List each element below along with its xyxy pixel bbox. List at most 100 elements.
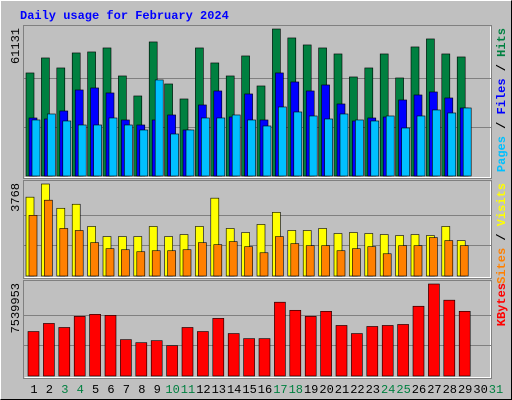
bar bbox=[401, 127, 410, 177]
panel-bevel bbox=[24, 181, 491, 278]
y-max-label: 3768 bbox=[9, 183, 23, 212]
x-tick-label: 9 bbox=[154, 383, 161, 397]
bar bbox=[139, 129, 149, 177]
bar bbox=[167, 250, 176, 277]
x-tick-label: 30 bbox=[473, 383, 487, 397]
x-tick-label: 25 bbox=[396, 383, 410, 397]
bar bbox=[213, 244, 223, 277]
bar bbox=[136, 251, 146, 277]
bar bbox=[428, 283, 440, 377]
x-tick-label: 21 bbox=[335, 383, 349, 397]
bar bbox=[432, 109, 441, 177]
x-tick-label: 17 bbox=[273, 383, 287, 397]
bar bbox=[398, 245, 407, 277]
bar bbox=[124, 124, 133, 177]
x-tick-label: 10 bbox=[165, 383, 179, 397]
y-max-label: 61131 bbox=[9, 28, 23, 64]
x-tick-label: 18 bbox=[289, 383, 303, 397]
chart-title: Daily usage for February 2024 bbox=[20, 9, 229, 23]
bar bbox=[89, 314, 101, 377]
bar bbox=[429, 237, 438, 277]
bar bbox=[335, 325, 348, 377]
x-tick-label: 14 bbox=[227, 383, 241, 397]
bar bbox=[413, 245, 423, 277]
bar bbox=[105, 248, 115, 277]
x-tick-label: 26 bbox=[412, 383, 426, 397]
bar bbox=[304, 316, 317, 377]
x-tick-label: 1 bbox=[30, 383, 37, 397]
bar bbox=[77, 124, 87, 177]
x-tick-label: 12 bbox=[196, 383, 210, 397]
bar bbox=[244, 246, 253, 277]
x-tick-label: 7 bbox=[123, 383, 130, 397]
bar bbox=[412, 305, 425, 377]
x-tick-label: 15 bbox=[242, 383, 256, 397]
bar bbox=[90, 242, 99, 277]
x-tick-label: 8 bbox=[138, 383, 145, 397]
x-tick-label: 31 bbox=[489, 383, 503, 397]
bar bbox=[59, 228, 69, 277]
x-tick-label: 28 bbox=[443, 383, 457, 397]
bar bbox=[289, 309, 302, 377]
bar bbox=[120, 339, 132, 377]
x-tick-label: 13 bbox=[212, 383, 226, 397]
bar bbox=[305, 245, 315, 277]
legend-entry: Pages bbox=[495, 136, 509, 172]
bar bbox=[352, 248, 361, 277]
legend-separator: / bbox=[495, 226, 509, 248]
panel-bevel bbox=[24, 26, 491, 178]
legend-entry: Visits bbox=[495, 183, 509, 226]
panel-bevel bbox=[24, 281, 491, 378]
bar bbox=[31, 119, 41, 177]
bar bbox=[444, 240, 454, 277]
bar bbox=[274, 301, 286, 377]
bar bbox=[182, 249, 192, 277]
bar bbox=[108, 117, 118, 177]
bar bbox=[397, 324, 409, 377]
bar bbox=[293, 111, 303, 177]
x-tick-label: 19 bbox=[304, 383, 318, 397]
bar bbox=[458, 310, 471, 377]
bar bbox=[93, 124, 102, 177]
bar bbox=[247, 119, 256, 177]
bar bbox=[227, 333, 240, 377]
x-tick-label: 27 bbox=[427, 383, 441, 397]
bar bbox=[27, 331, 40, 377]
x-tick-label: 20 bbox=[319, 383, 333, 397]
x-tick-label: 6 bbox=[107, 383, 114, 397]
legend-entry: Hits bbox=[495, 28, 509, 57]
bar bbox=[308, 115, 318, 177]
x-tick-label: 22 bbox=[350, 383, 364, 397]
legend-separator: / bbox=[495, 114, 509, 136]
bar bbox=[462, 107, 472, 177]
bar bbox=[262, 125, 272, 177]
y-max-label: 7539953 bbox=[9, 283, 23, 333]
x-tick-label: 3 bbox=[61, 383, 68, 397]
bar bbox=[447, 112, 457, 177]
x-tick-label: 23 bbox=[366, 383, 380, 397]
bar bbox=[275, 236, 284, 277]
bar bbox=[228, 241, 238, 277]
bar bbox=[197, 331, 209, 377]
bar bbox=[290, 243, 300, 277]
legend-entry: KBytes bbox=[495, 283, 509, 326]
bar bbox=[231, 114, 241, 177]
bar bbox=[170, 133, 179, 177]
bar bbox=[47, 113, 56, 177]
bar bbox=[185, 129, 195, 177]
bar bbox=[366, 326, 379, 377]
bar bbox=[382, 253, 392, 277]
bar bbox=[43, 323, 55, 377]
bar bbox=[135, 342, 148, 377]
bar bbox=[339, 113, 349, 177]
bar bbox=[355, 119, 364, 177]
bar bbox=[459, 245, 469, 277]
bar bbox=[166, 345, 178, 377]
bar bbox=[258, 338, 271, 377]
bar bbox=[443, 299, 456, 377]
bar bbox=[151, 250, 161, 277]
bar bbox=[381, 325, 394, 377]
